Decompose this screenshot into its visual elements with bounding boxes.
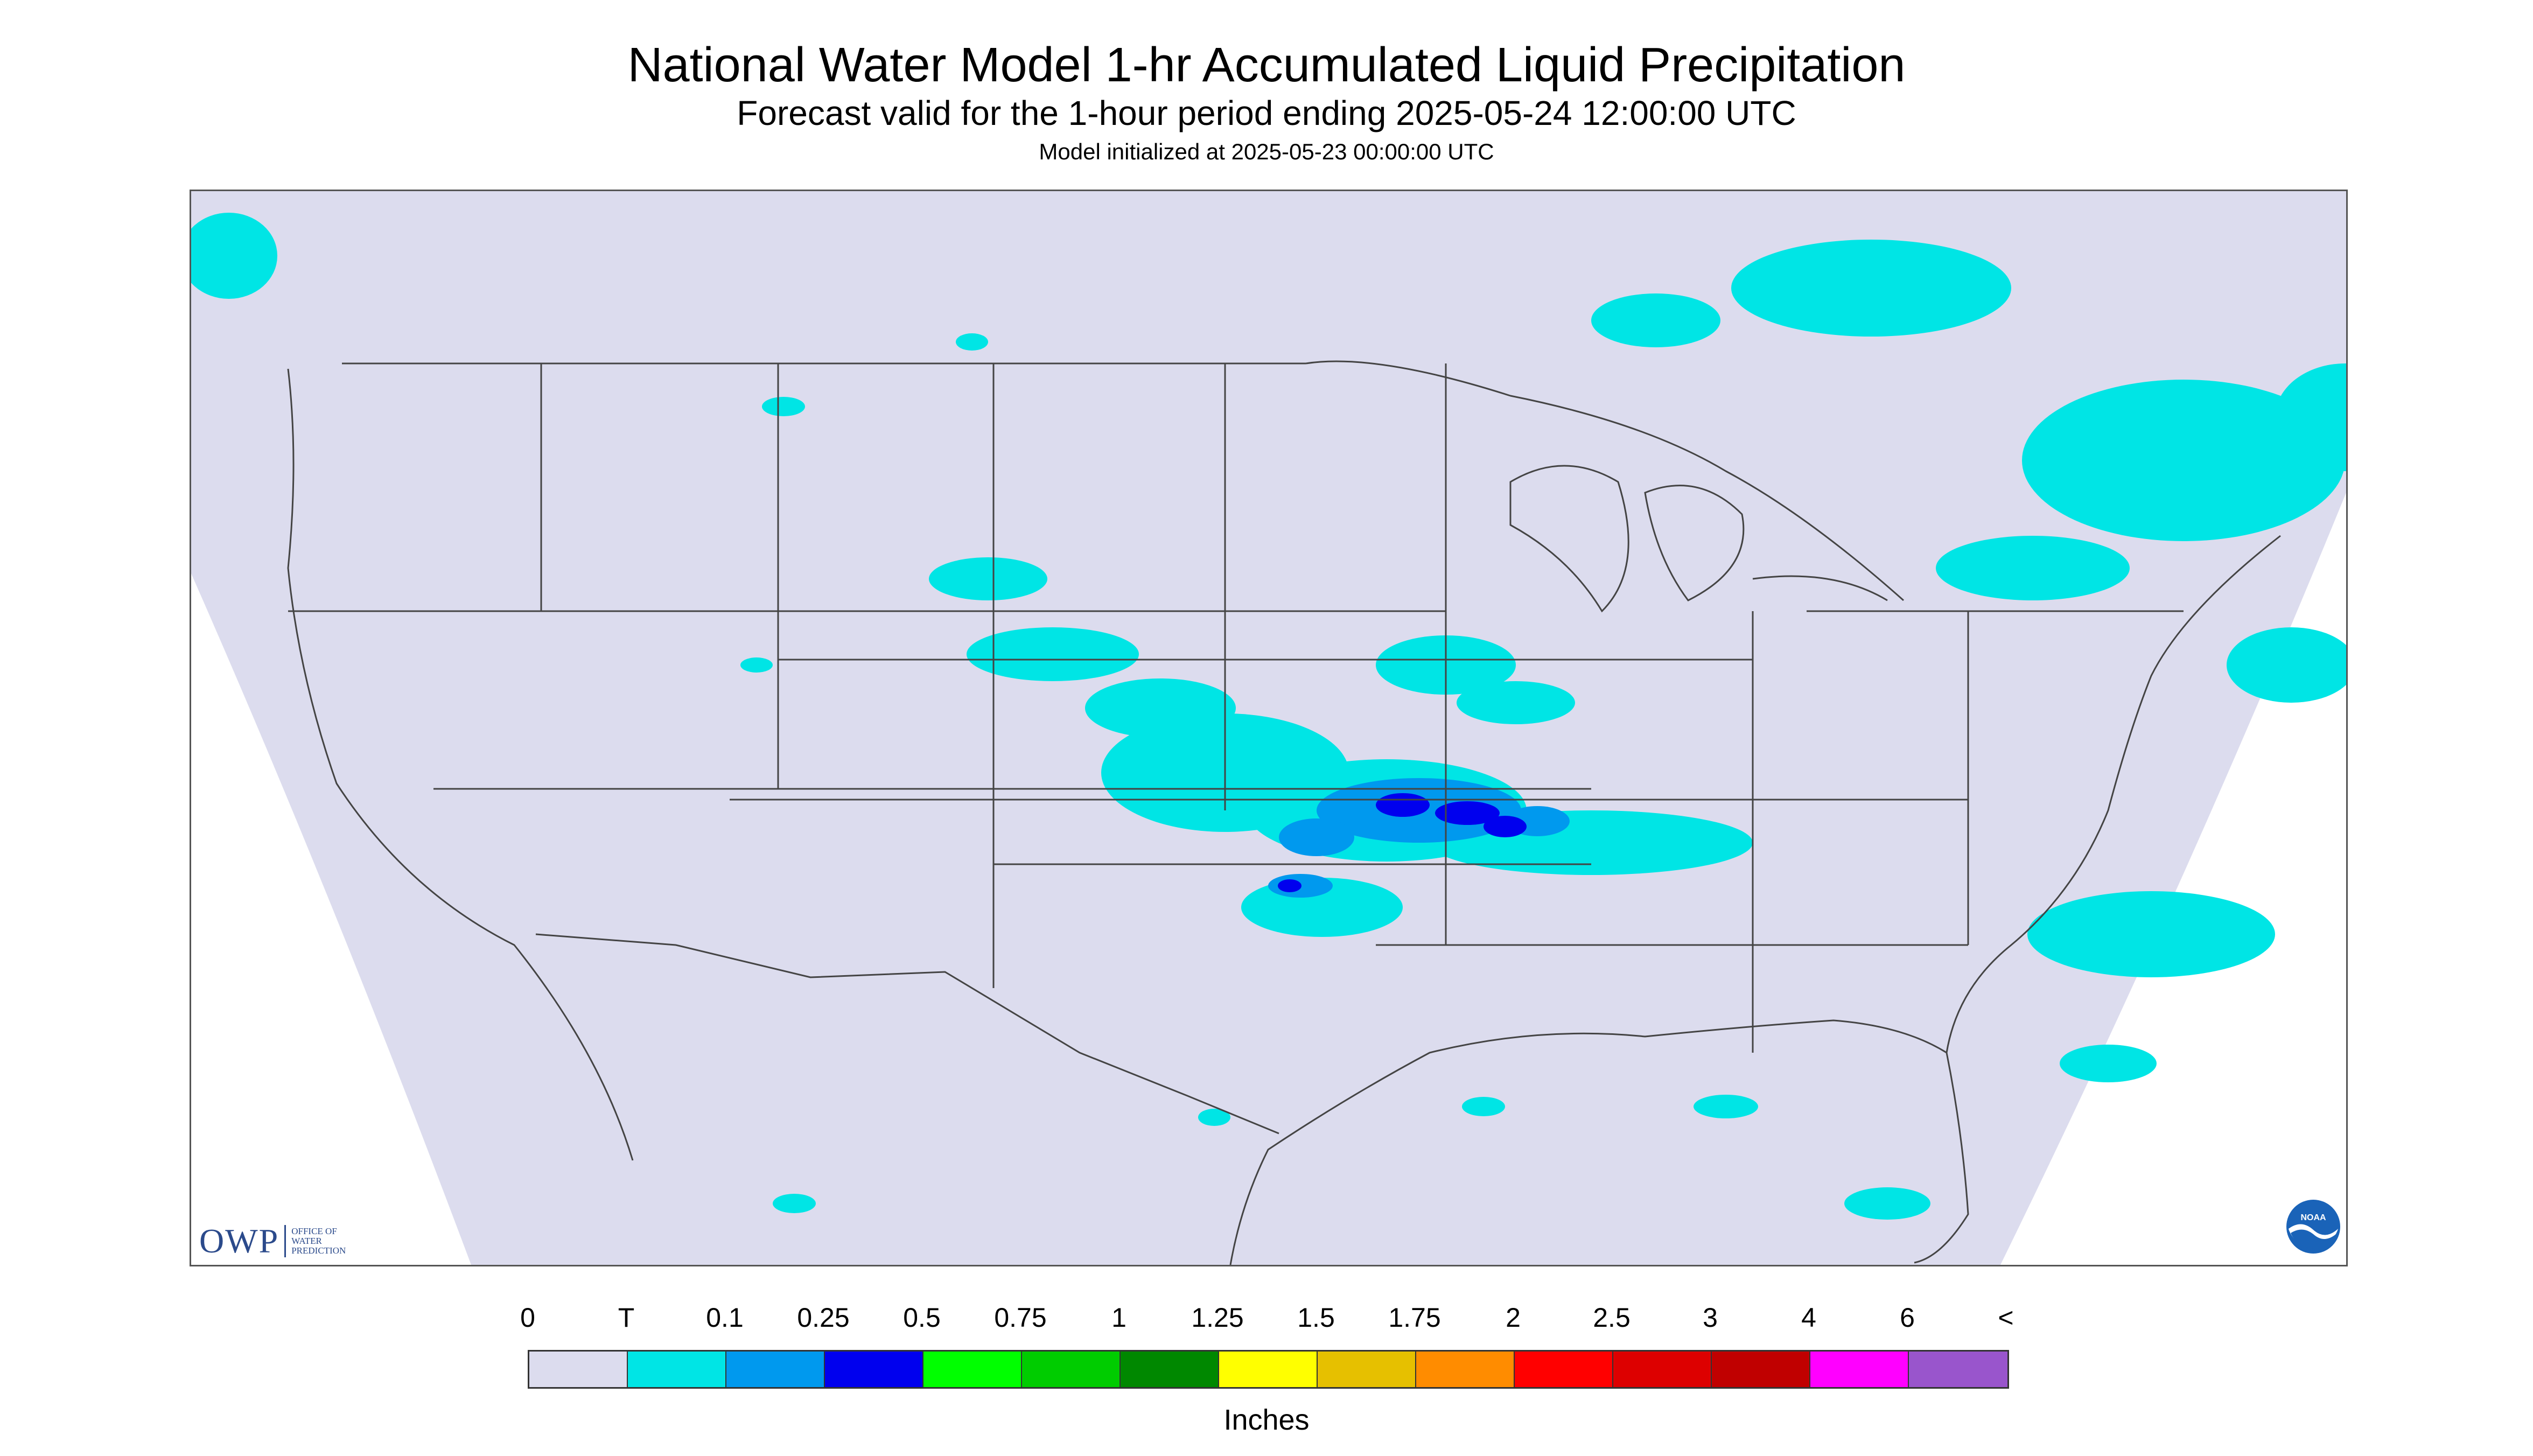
owp-word-3: PREDICTION	[291, 1245, 346, 1256]
legend-label: 1.25	[1191, 1303, 1244, 1333]
outside-domain-right	[2000, 493, 2346, 1265]
map-title: National Water Model 1-hr Accumulated Li…	[627, 38, 1906, 92]
map-panel[interactable]	[190, 190, 2348, 1266]
noaa-logo-icon: NOAA	[2286, 1200, 2340, 1254]
legend-swatch	[923, 1352, 1022, 1387]
legend-label: 4	[1801, 1303, 1816, 1333]
legend-label: 1.5	[1297, 1303, 1335, 1333]
legend-label: <	[1998, 1303, 2014, 1333]
legend-labels: 0 T 0.1 0.25 0.5 0.75 1 1.25 1.5 1.75 2 …	[0, 1302, 2533, 1340]
legend-swatch	[529, 1352, 628, 1387]
legend-label: 0	[520, 1303, 535, 1333]
legend-label: T	[618, 1303, 635, 1333]
owp-divider	[284, 1225, 286, 1257]
legend-swatch	[1121, 1352, 1219, 1387]
legend-colorbar	[528, 1350, 2009, 1389]
legend-label: 0.5	[903, 1303, 941, 1333]
outside-domain-left	[191, 573, 471, 1265]
legend-swatch	[628, 1352, 726, 1387]
legend-swatch	[1909, 1352, 2007, 1387]
boundary-lines	[287, 360, 2281, 1265]
owp-word-1: OFFICE OF	[291, 1226, 337, 1236]
legend-label: 2	[1506, 1303, 1521, 1333]
legend-label: 0.75	[994, 1303, 1047, 1333]
legend-swatch	[1219, 1352, 1318, 1387]
legend-units: Inches	[1223, 1404, 1310, 1436]
legend-label: 0.1	[706, 1303, 744, 1333]
owp-word-2: WATER	[291, 1236, 322, 1246]
legend-label: 2.5	[1593, 1303, 1631, 1333]
map-subtitle: Forecast valid for the 1-hour period end…	[737, 94, 1796, 132]
legend-swatch	[1515, 1352, 1613, 1387]
legend-swatch	[1416, 1352, 1515, 1387]
legend-swatch	[1022, 1352, 1121, 1387]
legend-label: 1.75	[1388, 1303, 1441, 1333]
legend-label: 3	[1703, 1303, 1718, 1333]
legend-label: 1	[1111, 1303, 1126, 1333]
legend-swatch	[825, 1352, 923, 1387]
owp-letters: OWP	[199, 1222, 279, 1260]
noaa-text: NOAA	[2300, 1213, 2326, 1222]
precip-light-areas	[191, 213, 2346, 1220]
legend-swatch	[1810, 1352, 1909, 1387]
owp-logo: OWP OFFICE OF WATER PREDICTION	[199, 1221, 346, 1261]
legend-swatch	[1318, 1352, 1416, 1387]
legend-label: 6	[1900, 1303, 1915, 1333]
legend-swatch	[1613, 1352, 1712, 1387]
model-init-label: Model initialized at 2025-05-23 00:00:00…	[1039, 139, 1494, 164]
owp-words: OFFICE OF WATER PREDICTION	[291, 1227, 346, 1256]
legend-swatch	[726, 1352, 825, 1387]
precip-map	[191, 191, 2346, 1265]
legend-swatch	[1712, 1352, 1810, 1387]
legend-label: 0.25	[797, 1303, 850, 1333]
